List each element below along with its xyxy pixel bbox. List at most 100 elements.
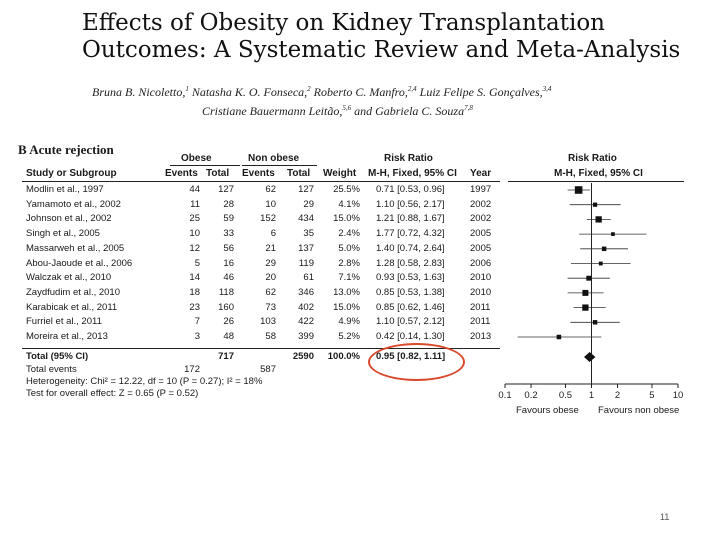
events-non-obese: 73 [265,301,276,313]
total-label: Total (95% CI) [26,351,89,362]
author: Roberto C. Manfro,2,4 [313,85,417,99]
study-year: 2013 [470,331,492,342]
total-obese: 46 [223,272,234,284]
pooled-diamond [584,352,596,362]
title-line-1: Effects of Obesity on Kidney Transplanta… [82,10,605,36]
point-estimate [592,320,598,325]
header-risk-ratio-right: Risk Ratio [568,153,617,164]
point-estimate [582,289,589,296]
rows-rule [22,347,500,349]
study-year: 2005 [470,228,492,240]
study-name: Abou-Jaoude et al., 2006 [26,257,133,269]
header-underline-obese [170,165,240,166]
header-study: Study or Subgroup [26,168,117,179]
events-non-obese: 103 [260,316,276,328]
study-name: Moreira et al., 2013 [26,331,108,342]
total-non-obese: 402 [298,301,314,313]
point-estimate [556,334,562,340]
risk-ratio-ci: 0.42 [0.14, 1.30] [376,331,445,342]
total-obese: 56 [223,242,234,254]
events-obese: 18 [189,286,200,298]
point-estimate [574,186,583,194]
favours-non-obese-label: Favours non obese [598,405,680,416]
events-non-obese: 10 [265,198,276,210]
events-non-obese: 21 [265,242,276,254]
author-list: Bruna B. Nicoletto,1 Natasha K. O. Fonse… [92,81,652,119]
study-name: Massarweh et al., 2005 [26,242,125,254]
study-year: 2011 [470,316,491,328]
header-total2: Total [287,168,311,179]
header-rule-left [22,181,500,182]
total-obese: 160 [218,301,234,313]
total-obese: 59 [223,213,234,225]
risk-ratio-ci: 0.93 [0.53, 1.63] [376,272,445,284]
total-non-obese: 399 [298,331,314,342]
total-non-obese: 434 [298,213,314,225]
study-name: Walczak et al., 2010 [26,272,112,284]
events-non-obese: 62 [265,286,276,298]
author: Bruna B. Nicoletto,1 [92,85,189,99]
point-estimate [586,275,592,281]
total-events-e1: 172 [184,364,200,375]
events-obese: 7 [194,316,200,328]
paper-title: Effects of Obesity on Kidney Transplanta… [82,10,682,64]
total-events-e2: 587 [260,364,276,375]
risk-ratio-ci: 1.21 [0.88, 1.67] [376,213,445,225]
author: Cristiane Bauermann Leitão,5,6 [202,104,352,118]
x-tick-label: 0.1 [498,390,511,401]
weight-value: 4.9% [338,316,360,328]
x-tick-label: 5 [649,390,654,401]
weight-value: 15.0% [333,301,360,313]
study-name: Modlin et al., 1997 [26,184,104,195]
total-non-obese: 346 [298,286,314,298]
study-year: 2010 [470,286,492,298]
events-obese: 10 [189,228,200,240]
weight-value: 25.5% [333,184,360,195]
study-year: 2002 [470,213,492,225]
total-t1: 717 [218,351,234,362]
highlight-circle [368,343,465,381]
total-obese: 127 [218,184,234,195]
weight-value: 13.0% [333,286,360,298]
point-estimate [598,261,603,266]
point-estimate [582,304,589,311]
risk-ratio-ci: 1.28 [0.58, 2.83] [376,257,445,269]
total-non-obese: 29 [303,198,314,210]
risk-ratio-ci: 0.85 [0.53, 1.38] [376,286,445,298]
study-name: Karabicak et al., 2011 [26,301,118,313]
heterogeneity-stat: Heterogeneity: Chi² = 12.22, df = 10 (P … [26,376,263,387]
total-obese: 48 [223,331,234,342]
favours-obese-label: Favours obese [516,405,579,416]
total-obese: 28 [223,198,234,210]
title-line-2: Outcomes: A Systematic Review and Meta-A… [82,37,681,63]
events-non-obese: 58 [265,331,276,342]
authors-line-2: Cristiane Bauermann Leitão,5,6 and Gabri… [92,100,652,119]
header-risk-ratio: Risk Ratio [384,153,433,164]
page-number: 11 [660,512,670,522]
events-non-obese: 152 [260,213,276,225]
events-obese: 3 [194,331,200,342]
events-non-obese: 62 [265,184,276,195]
study-year: 2002 [470,198,492,210]
total-non-obese: 61 [303,272,314,284]
events-obese: 25 [189,213,200,225]
weight-value: 4.1% [338,198,360,210]
author: and Gabriela C. Souza7,8 [354,104,473,118]
total-obese: 118 [218,286,234,298]
weight-value: 5.2% [338,331,360,342]
risk-ratio-ci: 0.85 [0.62, 1.46] [376,301,445,313]
author: Natasha K. O. Fonseca,2 [191,85,311,99]
point-estimate [595,216,602,223]
header-rule-right [508,181,684,182]
weight-value: 7.1% [338,272,360,284]
risk-ratio-ci: 1.10 [0.56, 2.17] [376,198,445,210]
total-obese: 33 [223,228,234,240]
total-non-obese: 127 [298,184,314,195]
total-events-label: Total events [26,364,77,375]
weight-value: 5.0% [338,242,360,254]
risk-ratio-ci: 1.77 [0.72, 4.32] [376,228,445,240]
header-obese: Obese [181,153,212,164]
header-year: Year [470,168,492,179]
header-total1: Total [206,168,230,179]
study-name: Johnson et al., 2002 [26,213,112,225]
